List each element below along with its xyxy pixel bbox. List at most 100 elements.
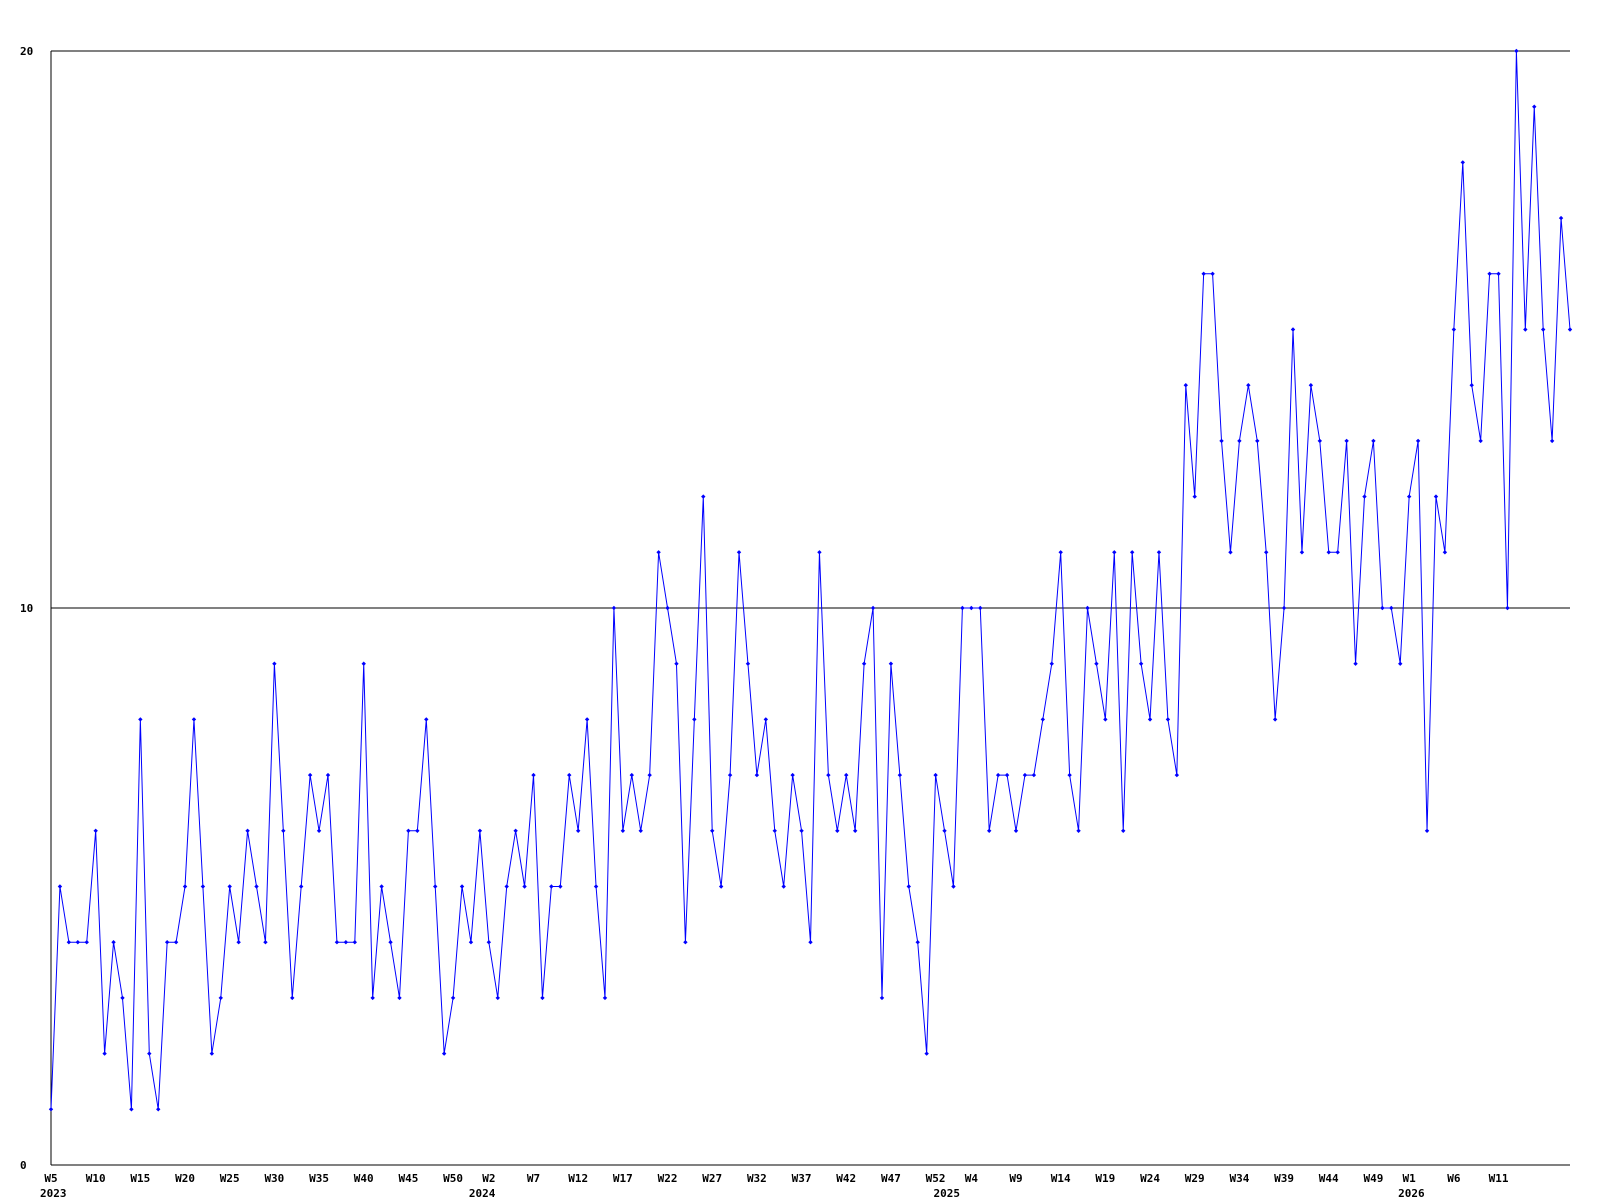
data-point xyxy=(1380,605,1385,611)
data-point xyxy=(1567,327,1573,332)
data-point xyxy=(647,772,652,778)
data-point xyxy=(138,717,143,722)
x-tick-label: W14 xyxy=(1051,1172,1071,1185)
data-point xyxy=(861,661,867,666)
data-point xyxy=(575,828,581,833)
data-point xyxy=(325,772,331,778)
data-point xyxy=(960,605,965,611)
x-tick-label: W11 xyxy=(1489,1172,1509,1185)
data-point xyxy=(665,605,670,611)
x-tick-label: W24 xyxy=(1140,1172,1160,1185)
data-point xyxy=(84,940,89,945)
data-point xyxy=(1317,438,1323,444)
data-point xyxy=(1004,772,1010,778)
data-point xyxy=(1281,605,1287,611)
data-point xyxy=(799,828,804,833)
data-point xyxy=(75,940,81,945)
x-tick-label: W19 xyxy=(1095,1172,1115,1185)
x-tick-label: W30 xyxy=(264,1172,284,1185)
data-point xyxy=(57,884,63,889)
y-tick-label: 10 xyxy=(20,602,33,615)
x-tick-label: W22 xyxy=(658,1172,678,1185)
data-point xyxy=(111,940,116,945)
data-point xyxy=(1246,383,1251,388)
data-point xyxy=(1121,828,1126,833)
data-point xyxy=(1174,772,1180,778)
data-point xyxy=(727,772,733,778)
data-point xyxy=(1085,605,1090,611)
data-point xyxy=(191,717,197,722)
year-label: 2026 xyxy=(1398,1187,1425,1200)
data-point xyxy=(48,1107,54,1112)
data-point xyxy=(522,884,527,889)
data-point xyxy=(164,940,170,945)
data-point xyxy=(602,995,608,1001)
x-tick-label: W7 xyxy=(527,1172,540,1185)
data-point xyxy=(879,995,885,1001)
data-point xyxy=(1415,438,1421,444)
data-point xyxy=(683,940,688,945)
data-point xyxy=(701,494,706,499)
data-point xyxy=(1067,772,1072,778)
x-tick-label: W42 xyxy=(836,1172,856,1185)
data-point xyxy=(549,884,554,889)
x-tick-label: W10 xyxy=(86,1172,106,1185)
data-point xyxy=(441,1051,447,1056)
data-point xyxy=(1326,550,1331,555)
data-point xyxy=(933,772,938,778)
x-tick-label: W27 xyxy=(702,1172,722,1185)
data-point xyxy=(951,884,956,889)
data-point xyxy=(924,1051,929,1056)
data-point xyxy=(1290,327,1296,332)
data-point xyxy=(763,717,769,722)
data-point xyxy=(844,772,849,778)
data-point xyxy=(281,828,286,833)
x-tick-label: W29 xyxy=(1185,1172,1205,1185)
data-point xyxy=(513,828,518,833)
data-point xyxy=(540,995,545,1001)
x-tick-label: W52 xyxy=(926,1172,946,1185)
x-tick-label: W2 xyxy=(482,1172,495,1185)
year-label: 2023 xyxy=(40,1187,67,1200)
data-point xyxy=(656,550,661,555)
data-point xyxy=(897,772,903,778)
data-point xyxy=(1549,438,1555,444)
data-point xyxy=(1210,271,1215,276)
data-point xyxy=(93,828,98,833)
data-point xyxy=(1031,772,1037,778)
data-point xyxy=(1103,717,1108,722)
x-tick-label: W15 xyxy=(130,1172,150,1185)
data-point xyxy=(236,940,241,945)
data-point xyxy=(710,828,715,833)
data-point xyxy=(486,940,492,945)
data-point xyxy=(307,772,313,778)
y-tick-label: 0 xyxy=(20,1159,27,1172)
data-point xyxy=(1147,717,1153,722)
data-point xyxy=(272,661,277,666)
data-point xyxy=(790,772,795,778)
data-point xyxy=(620,828,626,833)
data-point xyxy=(1013,828,1019,833)
data-point xyxy=(1496,271,1501,276)
x-tick-label: W1 xyxy=(1403,1172,1417,1185)
data-point xyxy=(736,550,742,555)
data-point xyxy=(227,884,232,889)
data-point xyxy=(1049,661,1054,666)
data-point xyxy=(352,940,357,945)
data-point xyxy=(433,884,438,889)
data-point xyxy=(1165,717,1171,722)
data-point xyxy=(1442,550,1448,555)
data-point xyxy=(1237,438,1242,444)
data-point xyxy=(218,995,223,1001)
data-point xyxy=(781,884,786,889)
series-line xyxy=(50,50,1571,1110)
data-point xyxy=(66,940,72,945)
data-point xyxy=(1272,717,1278,722)
x-tick-label: W5 xyxy=(44,1172,57,1185)
data-point xyxy=(1362,494,1367,499)
data-point xyxy=(129,1107,134,1112)
data-point xyxy=(450,995,456,1001)
data-point xyxy=(826,772,831,778)
x-tick-label: W44 xyxy=(1319,1172,1339,1185)
data-point xyxy=(718,884,724,889)
